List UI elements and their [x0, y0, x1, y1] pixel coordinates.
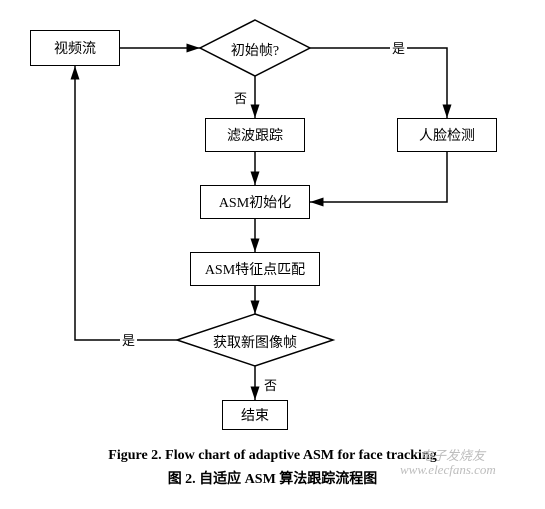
node-video-stream: 视频流: [30, 30, 120, 66]
edge-label-no1: 否: [232, 88, 249, 107]
node-label: ASM初始化: [219, 192, 291, 212]
edge-label-yes1: 是: [390, 38, 407, 57]
caption-en: Figure 2. Flow chart of adaptive ASM for…: [0, 448, 545, 464]
edge-label-yes2: 是: [120, 330, 137, 349]
edge-label-no2: 否: [262, 375, 279, 394]
node-label: 视频流: [54, 38, 96, 58]
diamond-initial-frame: [200, 20, 310, 76]
node-label: 滤波跟踪: [227, 125, 283, 145]
node-filter-track: 滤波跟踪: [205, 118, 305, 152]
caption-zh: 图 2. 自适应 ASM 算法跟踪流程图: [0, 468, 545, 488]
node-asm-match: ASM特征点匹配: [190, 252, 320, 286]
node-label: ASM特征点匹配: [205, 259, 305, 279]
node-end: 结束: [222, 400, 288, 430]
node-face-detect: 人脸检测: [397, 118, 497, 152]
node-label: 结束: [241, 405, 269, 425]
node-label: 人脸检测: [419, 125, 475, 145]
node-asm-init: ASM初始化: [200, 185, 310, 219]
diamond-get-frame: [177, 314, 333, 366]
